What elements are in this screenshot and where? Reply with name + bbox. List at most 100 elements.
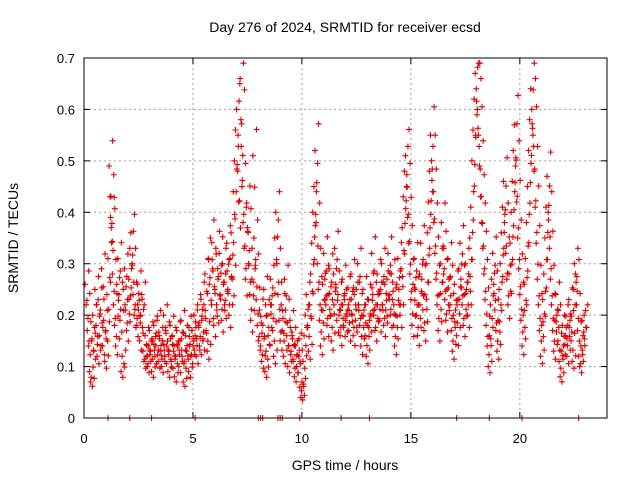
data-point: [199, 306, 206, 313]
data-point: [309, 288, 316, 295]
data-point: [541, 347, 548, 354]
data-point: [536, 222, 543, 229]
data-point: [517, 317, 524, 324]
data-point: [227, 222, 234, 229]
data-point: [499, 273, 506, 280]
data-point: [126, 245, 133, 252]
data-point: [87, 351, 94, 358]
data-point: [102, 250, 109, 257]
data-point: [227, 255, 234, 262]
data-point: [421, 222, 428, 229]
data-point: [398, 239, 405, 246]
data-point: [306, 279, 313, 286]
data-point: [365, 360, 372, 367]
data-point: [574, 245, 581, 252]
data-point: [518, 217, 525, 223]
data-point: [576, 363, 583, 370]
data-point: [240, 60, 247, 67]
data-point: [545, 202, 552, 209]
data-point: [468, 301, 475, 308]
data-point: [322, 301, 329, 308]
data-point: [428, 157, 435, 164]
data-point: [241, 86, 248, 93]
x-tick-label: 0: [80, 431, 87, 446]
data-point: [343, 286, 350, 293]
data-point: [91, 375, 98, 382]
data-point: [448, 327, 455, 334]
data-point: [245, 229, 252, 236]
data-point: [91, 286, 98, 293]
data-point: [413, 267, 420, 274]
data-point: [122, 307, 129, 313]
data-point: [531, 60, 538, 67]
data-point: [208, 301, 215, 308]
data-point: [119, 353, 126, 360]
data-point: [315, 286, 322, 293]
data-point: [408, 194, 415, 201]
data-point: [181, 383, 188, 390]
data-point: [134, 281, 141, 288]
data-point: [238, 120, 245, 127]
data-point: [108, 239, 115, 246]
data-point: [444, 255, 451, 262]
data-point: [467, 288, 474, 295]
data-point: [182, 332, 189, 339]
data-point: [550, 262, 557, 269]
data-point: [543, 256, 550, 263]
data-point: [103, 365, 110, 372]
data-point: [501, 219, 508, 226]
data-point: [525, 243, 532, 250]
data-point: [453, 301, 460, 308]
data-point: [482, 288, 489, 295]
data-point: [327, 312, 334, 319]
data-point: [262, 348, 269, 355]
data-point: [131, 312, 138, 319]
data-point: [548, 188, 555, 195]
data-point: [556, 358, 563, 365]
data-point: [466, 235, 473, 241]
data-point: [233, 188, 240, 195]
data-point: [102, 327, 109, 334]
data-point: [160, 369, 167, 376]
data-point: [263, 313, 270, 320]
data-point: [482, 200, 489, 207]
data-point: [511, 206, 518, 213]
data-point: [280, 330, 287, 337]
data-point: [396, 274, 403, 281]
data-point: [434, 301, 441, 308]
data-point: [479, 103, 486, 110]
data-point: [448, 315, 455, 322]
data-point: [429, 143, 436, 150]
y-axis-label: SRMTID / TECUs: [5, 183, 21, 293]
data-point: [446, 276, 453, 283]
data-point: [443, 286, 450, 293]
data-point: [372, 324, 379, 331]
data-point: [313, 179, 320, 186]
x-tick-label: 20: [513, 431, 527, 446]
data-point: [118, 239, 125, 246]
data-point: [459, 250, 466, 257]
data-point: [480, 137, 487, 144]
data-point: [402, 205, 409, 212]
data-point: [330, 347, 337, 354]
data-point: [573, 279, 580, 286]
data-point: [325, 333, 332, 340]
data-point: [454, 296, 461, 303]
data-point: [558, 378, 565, 385]
data-point: [332, 281, 339, 288]
data-point: [349, 312, 356, 319]
data-point: [479, 220, 486, 227]
data-point: [107, 214, 114, 221]
data-point: [361, 335, 368, 342]
data-point: [234, 168, 241, 175]
data-point: [432, 243, 439, 250]
data-point: [213, 301, 220, 308]
data-point: [119, 279, 126, 286]
data-point: [125, 338, 132, 345]
y-tick-label: 0.5: [57, 154, 75, 169]
data-point: [472, 70, 479, 77]
data-point: [570, 286, 577, 293]
data-point: [271, 338, 278, 345]
data-point: [354, 260, 361, 267]
data-point: [424, 229, 431, 236]
